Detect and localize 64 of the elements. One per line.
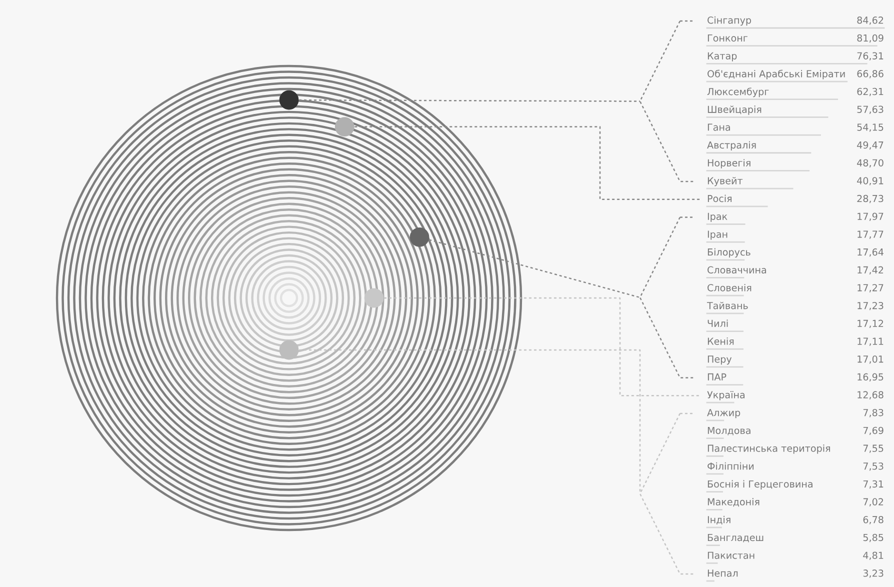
data-label: 62,31 <box>857 88 884 96</box>
data-label: 7,69 <box>863 426 884 436</box>
category-label: Словенія <box>708 284 752 292</box>
data-label: 76,31 <box>857 52 884 60</box>
category-label: Філіппіни <box>708 462 754 470</box>
category-label: Люксембург <box>707 88 769 98</box>
category-label: Швейцарія <box>708 106 762 115</box>
category-label: ПАР <box>708 373 726 380</box>
category-label: Австралія <box>707 141 756 151</box>
category-label: Чилі <box>708 320 728 327</box>
data-label: 17,23 <box>858 302 884 310</box>
category-label: Тайвань <box>706 302 748 310</box>
data-label: 17,64 <box>858 248 884 257</box>
data-label: 28,73 <box>857 194 884 204</box>
category-label: Індія <box>708 516 730 524</box>
data-label: 7,02 <box>863 498 884 506</box>
data-label: 48,70 <box>857 159 884 168</box>
category-label: Алжир <box>707 409 740 418</box>
category-label: Катар <box>708 52 737 62</box>
data-label: 7,55 <box>863 444 884 453</box>
data-label: 66,86 <box>857 70 884 78</box>
category-label: Норвегія <box>708 159 750 168</box>
category-label: Непал <box>708 570 738 577</box>
category-label: Білорусь <box>708 248 750 258</box>
data-label: 57,63 <box>857 106 884 114</box>
category-label: Ірак <box>708 212 728 222</box>
category-label: Гана <box>708 124 730 131</box>
data-label: 7,83 <box>863 408 884 418</box>
category-label: Кувейт <box>708 176 743 186</box>
category-label: Перу <box>708 356 732 365</box>
data-label: 54,15 <box>857 124 884 132</box>
data-label: 84,62 <box>857 16 884 25</box>
data-label: 17,01 <box>858 355 884 364</box>
data-label: 6,78 <box>863 516 884 524</box>
category-label: Росія <box>708 194 732 202</box>
category-label: Палестинська територія <box>708 444 830 454</box>
data-label: 4,81 <box>863 552 884 560</box>
data-label: 7,31 <box>863 480 884 489</box>
category-label: Македонія <box>708 498 760 507</box>
category-label: Гонконг <box>708 34 748 42</box>
category-label: Об'єднані Арабські Емірати <box>708 70 845 80</box>
data-label: 5,85 <box>863 534 884 542</box>
data-label: 17,27 <box>858 284 884 292</box>
category-label: Бангладеш <box>708 534 764 542</box>
data-label: 17,77 <box>858 230 884 239</box>
category-label: Словаччина <box>708 266 766 274</box>
data-label: 12,68 <box>858 391 884 400</box>
data-label: 40,91 <box>857 177 884 186</box>
category-label: Кенія <box>708 337 734 345</box>
category-label: Сінгапур <box>708 16 752 26</box>
data-label: 17,11 <box>858 338 884 346</box>
data-label: 17,42 <box>858 266 884 274</box>
data-label: 3,23 <box>863 570 884 578</box>
category-label: Боснія і Герцеговина <box>708 480 812 490</box>
data-label: 17,12 <box>858 320 884 328</box>
data-label: 17,97 <box>858 212 884 221</box>
data-label: 81,09 <box>857 34 884 43</box>
data-label: 7,53 <box>863 462 884 471</box>
category-label: Україна <box>707 390 745 400</box>
data-label: 16,95 <box>858 373 884 382</box>
category-label: Іран <box>708 230 728 240</box>
data-label: 49,47 <box>857 141 884 150</box>
category-label: Пакистан <box>708 552 754 559</box>
category-label: Молдова <box>708 426 750 436</box>
